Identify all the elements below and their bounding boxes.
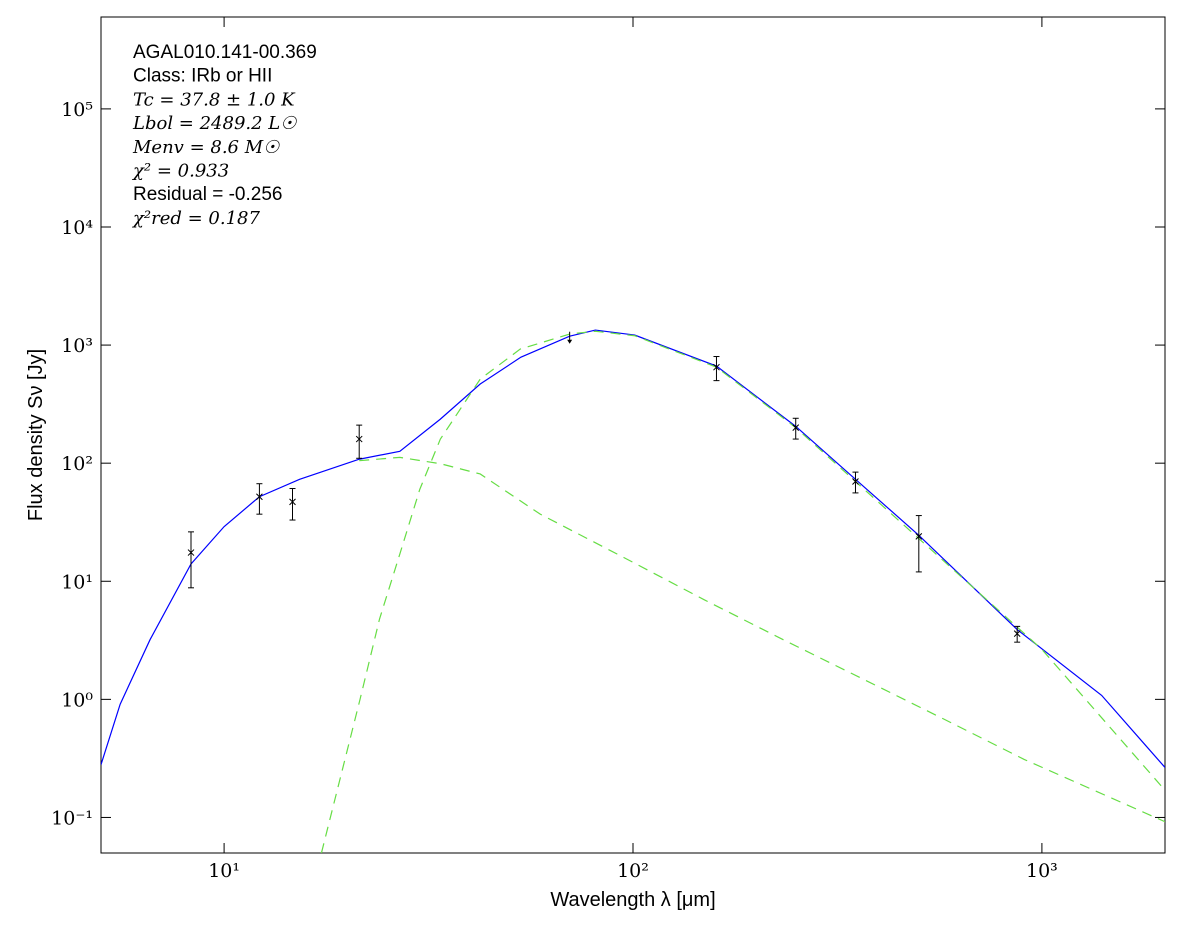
y-tick-label: 10⁰ xyxy=(61,689,93,711)
data-point xyxy=(713,363,720,371)
y-tick-label: 10³ xyxy=(61,335,93,357)
annotation: Tc = 37.8 ± 1.0 K xyxy=(133,89,296,110)
data-point xyxy=(1013,630,1021,638)
upper-limit-arrow xyxy=(567,339,573,344)
y-tick-label: 10⁻¹ xyxy=(51,807,93,829)
model-curve xyxy=(101,329,1165,768)
annotation: Menv = 8.6 M☉ xyxy=(132,137,280,158)
annotation: χ²red = 0.187 xyxy=(131,208,261,229)
x-tick-label: 10³ xyxy=(1026,860,1058,882)
x-tick-label: 10¹ xyxy=(208,860,240,882)
data-point xyxy=(915,533,923,540)
data-point xyxy=(792,424,800,431)
y-tick-label: 10² xyxy=(61,453,93,475)
annotation: Class: IRb or HII xyxy=(133,66,272,87)
y-tick-label: 10¹ xyxy=(61,571,93,593)
data-point xyxy=(187,549,195,556)
annotation: Lbol = 2489.2 L☉ xyxy=(132,113,297,134)
x-tick-label: 10² xyxy=(617,860,649,882)
y-tick-label: 10⁵ xyxy=(61,99,93,121)
annotation: Residual = -0.256 xyxy=(133,184,282,205)
data-point xyxy=(289,498,296,506)
y-axis-label: Flux density Sν [Jy] xyxy=(25,349,47,521)
model-curve xyxy=(320,330,1165,853)
data-point xyxy=(256,493,263,501)
annotation: χ² = 0.933 xyxy=(131,161,229,182)
model-curve xyxy=(359,456,1165,823)
data-point xyxy=(355,435,363,443)
data-point xyxy=(852,478,859,485)
y-tick-label: 10⁴ xyxy=(61,217,93,239)
x-axis-label: Wavelength λ [μm] xyxy=(550,889,715,911)
annotation: AGAL010.141-00.369 xyxy=(133,42,317,63)
